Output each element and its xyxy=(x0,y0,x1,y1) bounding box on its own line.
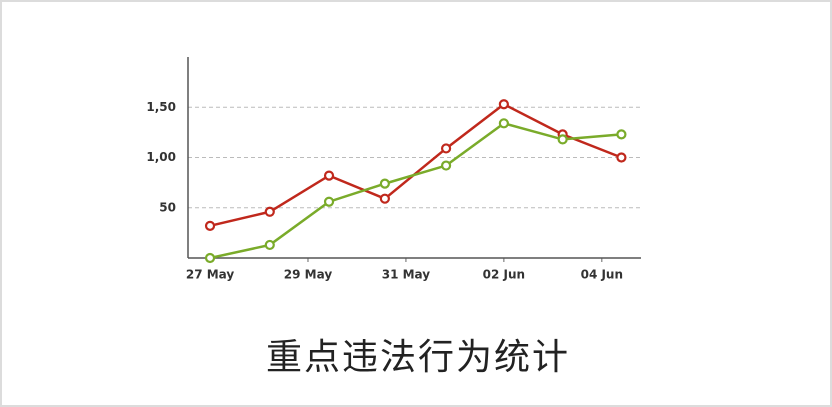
point xyxy=(323,196,335,207)
point xyxy=(323,170,335,181)
y-tick-label: 1,00 xyxy=(146,150,176,164)
x-tick-label: 31 May xyxy=(382,268,431,282)
x-tick-label: 29 May xyxy=(284,268,333,282)
point xyxy=(498,99,509,110)
x-tick-label: 27 May xyxy=(186,268,235,282)
point xyxy=(440,143,452,154)
y-tick-label: 50 xyxy=(159,200,176,214)
point xyxy=(379,178,390,189)
point xyxy=(204,252,216,264)
point xyxy=(616,152,627,163)
point xyxy=(379,193,390,204)
point xyxy=(264,239,275,251)
chart: 50 1,00 1,50 27 May 29 May 31 May 02 Jun 04 Jun xyxy=(146,57,641,282)
point xyxy=(440,160,452,171)
point xyxy=(204,220,216,231)
x-tick-label: 04 Jun xyxy=(581,268,623,282)
x-tick-label: 02 Jun xyxy=(483,268,525,282)
point xyxy=(264,206,275,217)
point xyxy=(616,129,627,140)
point xyxy=(498,118,509,129)
caption: 重点违法行为统计 xyxy=(265,337,570,378)
series-line xyxy=(209,121,622,260)
point xyxy=(557,134,568,145)
y-tick-label: 1,50 xyxy=(146,100,176,114)
